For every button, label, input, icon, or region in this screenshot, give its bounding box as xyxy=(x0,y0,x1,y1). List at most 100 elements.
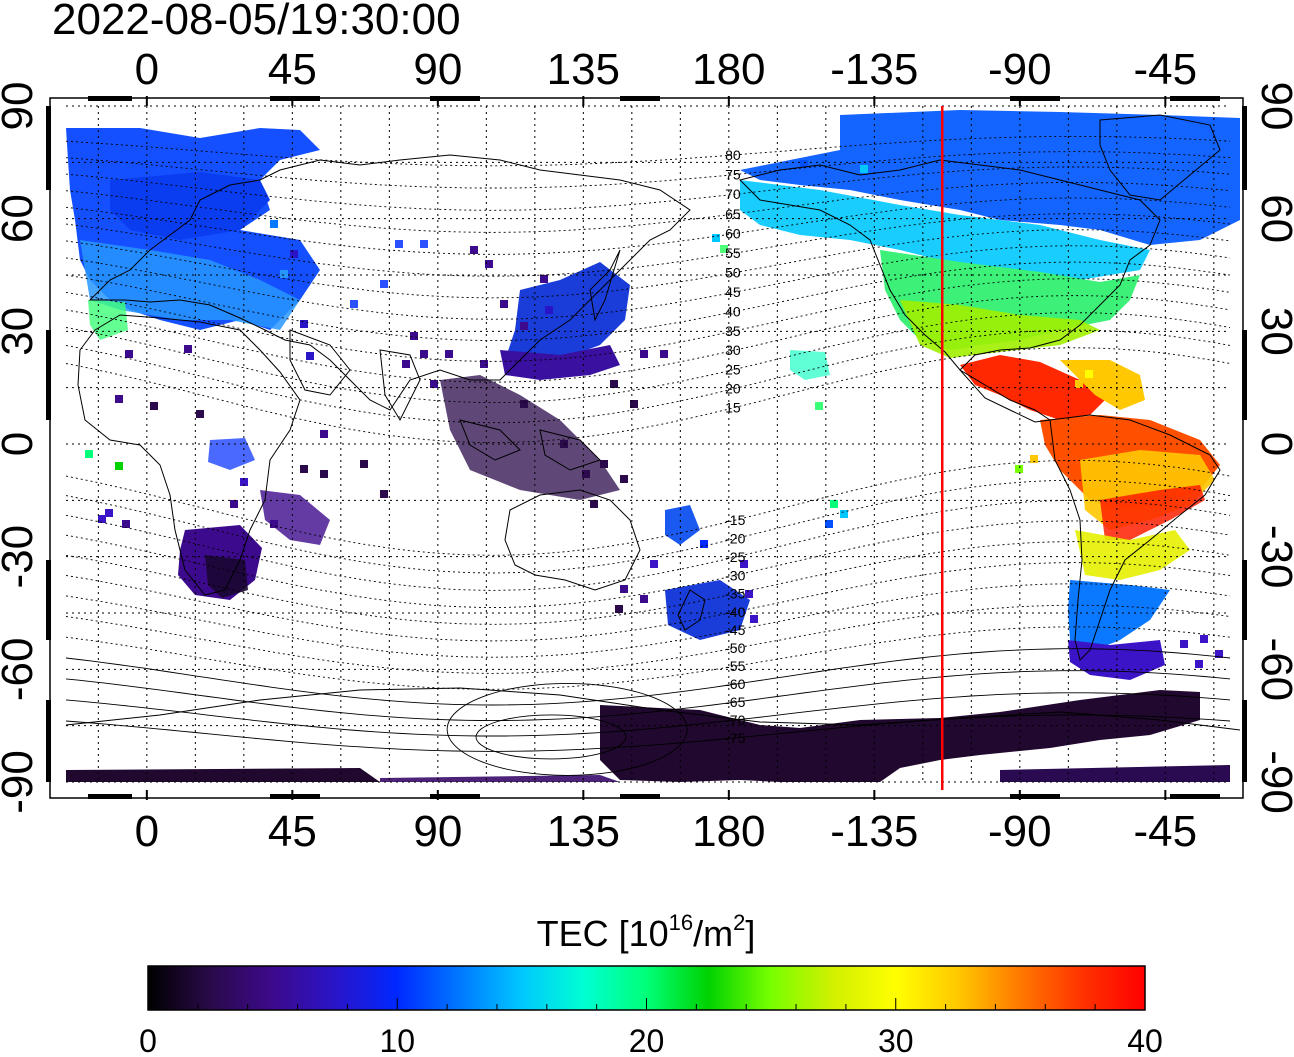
tec-patch-caribbean xyxy=(1060,360,1145,410)
tec-point xyxy=(122,520,130,528)
mag-lat-contour xyxy=(65,197,1231,255)
left-lat-label: 30 xyxy=(0,307,42,356)
right-lat-label: 60 xyxy=(1252,194,1294,243)
frame-bar-top xyxy=(270,96,320,101)
frame-bar-right xyxy=(1242,700,1247,782)
mag-lat-label: -15 xyxy=(725,512,745,528)
mag-lat-label: 55 xyxy=(725,245,741,261)
top-lon-label: -45 xyxy=(1134,45,1198,94)
mag-lat-label: 75 xyxy=(725,167,741,183)
bottom-tick-mark xyxy=(873,790,876,800)
tec-point xyxy=(500,300,508,308)
frame-bar-left xyxy=(46,330,51,420)
top-lon-label: 0 xyxy=(135,45,159,94)
tec-point xyxy=(470,246,478,254)
frame-bar-top xyxy=(620,96,660,101)
mag-lat-contour xyxy=(65,479,1231,574)
frame-bar-bottom xyxy=(88,794,132,799)
coastlines xyxy=(65,114,1241,731)
top-longitude-labels: 0 45 90 135 180 -135 -90 -45 xyxy=(135,45,1198,94)
tec-point xyxy=(1195,660,1203,668)
tec-point xyxy=(520,400,528,408)
tec-point xyxy=(430,380,438,388)
mag-lat-contour xyxy=(65,166,1231,211)
tec-point xyxy=(750,615,758,623)
tec-patch-south-america-band xyxy=(1100,485,1205,540)
mag-lat-label: 50 xyxy=(725,265,741,281)
mag-lat-contour xyxy=(65,213,1231,277)
right-lat-label: -30 xyxy=(1252,525,1294,589)
mag-lat-label: -65 xyxy=(725,694,745,710)
mag-lat-label: -50 xyxy=(725,640,745,656)
tec-point xyxy=(815,402,823,410)
tec-point xyxy=(125,350,133,358)
tec-patch-east-africa xyxy=(260,490,330,545)
tec-point xyxy=(230,500,238,508)
mag-lat-label: 70 xyxy=(725,186,741,202)
frame-bar-left xyxy=(46,700,51,782)
left-latitude-labels: 90 60 30 0 -30 -60 -90 xyxy=(0,82,42,814)
tec-point xyxy=(620,475,628,483)
frame-bar-bottom xyxy=(430,794,480,799)
tec-point xyxy=(184,345,192,353)
tec-point xyxy=(420,240,428,248)
tec-patch-arctic-na xyxy=(740,110,1240,245)
tec-patch-antarctic-strip-east xyxy=(380,775,620,782)
top-lon-label: 135 xyxy=(547,45,620,94)
mag-lat-label: 40 xyxy=(725,303,741,319)
bottom-lon-label: -90 xyxy=(988,807,1052,856)
tec-point xyxy=(410,332,418,340)
magnetic-latitude-contours xyxy=(65,135,1231,776)
tec-patch-canada xyxy=(740,180,1150,280)
top-lon-label: -90 xyxy=(988,45,1052,94)
mag-lat-contour xyxy=(65,229,1231,299)
top-lon-label: 90 xyxy=(413,45,462,94)
top-lon-label: 45 xyxy=(268,45,317,94)
tec-point xyxy=(840,510,848,518)
top-tick-mark xyxy=(145,96,148,106)
mag-lat-label: -45 xyxy=(725,622,745,638)
tec-point xyxy=(1015,465,1023,473)
tec-point xyxy=(1030,455,1038,463)
tec-point xyxy=(402,360,410,368)
tec-point xyxy=(445,350,453,358)
tec-patch-scandinavia xyxy=(110,172,270,240)
mag-lat-label: 15 xyxy=(725,399,741,415)
mag-lat-label: -60 xyxy=(725,676,745,692)
colorbar-label: 20 xyxy=(629,1023,665,1057)
tec-patch-antarctic-strip xyxy=(66,768,380,782)
colorbar-tick-labels: 0 10 20 30 40 xyxy=(139,1023,1163,1057)
tec-patch-patagonia xyxy=(1068,580,1170,650)
tec-point xyxy=(720,245,728,253)
tec-point xyxy=(582,470,590,478)
tec-point xyxy=(745,590,753,598)
top-lon-label: -135 xyxy=(830,45,918,94)
tec-point xyxy=(420,350,428,358)
tec-point xyxy=(630,400,638,408)
mag-lat-label: -30 xyxy=(725,567,745,583)
tec-patch-central-africa xyxy=(208,438,255,470)
mag-lat-label: -25 xyxy=(725,549,745,565)
mag-lat-contour xyxy=(65,714,1231,752)
tec-point xyxy=(860,165,868,173)
bottom-tick-mark xyxy=(727,790,730,800)
tec-point xyxy=(300,465,308,473)
tec-patch-europe-south xyxy=(80,240,300,330)
mag-lat-contour xyxy=(65,499,1231,591)
bottom-lon-label: 45 xyxy=(268,807,317,856)
frame-ticks xyxy=(46,96,1247,800)
tec-point xyxy=(395,240,403,248)
magnetic-latitude-labels: 80 75 70 65 60 55 50 45 40 35 30 25 20 15 -15 -20 -25 -30… xyxy=(725,147,745,746)
tec-point xyxy=(1085,370,1093,378)
frame-bar-top xyxy=(88,96,132,101)
mag-lat-contour-loop xyxy=(475,714,627,760)
frame-bar-left xyxy=(46,106,51,190)
colorbar-label: 40 xyxy=(1127,1023,1163,1057)
tec-patch-antarctic-strip-west xyxy=(1000,765,1230,782)
tec-point xyxy=(610,380,618,388)
tec-point xyxy=(280,270,288,278)
tec-point xyxy=(615,605,623,613)
frame-bar-top xyxy=(1010,96,1060,101)
tec-point xyxy=(590,500,598,508)
